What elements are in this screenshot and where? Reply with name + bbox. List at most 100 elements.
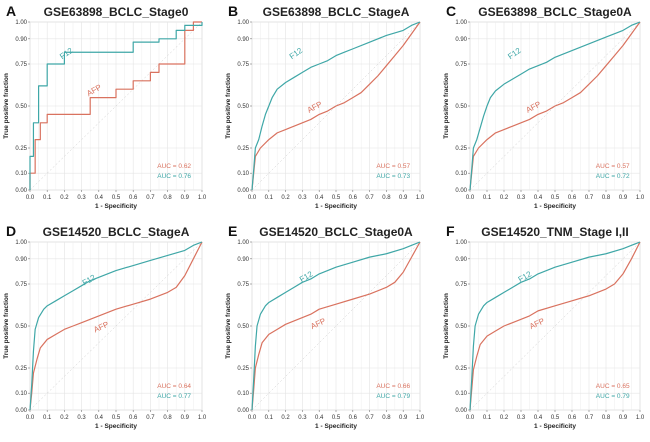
auc-annotation-f12: AUC = 0.79 [596,393,630,400]
auc-annotation-afp: AUC = 0.57 [376,163,410,170]
x-tick-label: 0.5 [551,195,560,201]
x-tick-label: 0.9 [181,195,190,201]
x-tick-label: 0.0 [248,415,257,421]
y-axis-label: True positive fraction [443,73,450,139]
y-axis-label: True positive fraction [443,293,450,359]
auc-annotation-f12: AUC = 0.77 [157,393,191,400]
x-tick-label: 0.3 [517,195,526,201]
panel-f: F GSE14520_TNM_Stage I,II 0.0 0.1 0.2 0.3 0.4 0… [443,223,645,430]
y-tick-label: 0.50 [15,324,27,330]
x-tick-label: 0.1 [483,415,492,421]
x-tick-label: 0.4 [315,195,324,201]
x-tick-label: 0.7 [585,195,594,201]
x-tick-label: 0.8 [382,195,391,201]
roc-curve-afp [29,21,202,190]
x-tick-label: 0.0 [248,195,257,201]
y-tick-label: 0.90 [455,37,467,43]
panel-c: C GSE63898_BCLC_Stage0A 0.0 0.1 0.2 0.3 0.4 0.5… [443,3,645,210]
y-tick-label: 0.90 [15,37,27,43]
x-axis-label: 1 - Specificity [315,203,357,210]
x-axis-label: 1 - Specificity [95,203,137,210]
auc-annotation-afp: AUC = 0.57 [596,163,630,170]
y-tick-label: 0.50 [455,104,467,110]
y-tick-label: 0.10 [15,171,27,177]
x-tick-label: 0.0 [466,415,475,421]
y-tick-label: 0.90 [237,257,249,263]
x-tick-label: 0.7 [365,415,374,421]
y-tick-label: 0.50 [15,104,27,110]
x-tick-label: 0.9 [181,415,190,421]
auc-annotation-f12: AUC = 0.72 [596,173,630,180]
x-tick-label: 0.7 [146,415,155,421]
x-tick-label: 0.5 [332,195,341,201]
grid [251,21,421,191]
chart-title: GSE63898_BCLC_Stage0A [478,5,632,19]
y-tick-label: 0.75 [15,62,27,68]
y-axis-label: True positive fraction [3,293,10,359]
chart-title: GSE14520_BCLC_StageA [43,225,190,239]
panel-e: E GSE14520_BCLC_Stage0A 0.0 0.1 0.2 0.3 0.4 0.5… [225,223,425,430]
y-tick-label: 0.90 [15,257,27,263]
y-tick-label: 0.75 [237,282,249,288]
grid [29,241,203,411]
x-tick-label: 0.1 [43,195,52,201]
x-tick-label: 0.1 [265,195,274,201]
x-axis-label: 1 - Specificity [534,203,576,210]
y-tick-label: 1.00 [237,20,249,26]
x-tick-label: 0.7 [585,415,594,421]
y-tick-label: 0.00 [237,188,249,194]
x-tick-label: 0.1 [43,415,52,421]
y-tick-label: 0.75 [455,62,467,68]
y-tick-label: 0.10 [237,171,249,177]
panel-letter: A [6,3,16,19]
roc-curve-afp [469,21,641,191]
chart-title: GSE14520_TNM_Stage I,II [481,225,628,239]
auc-annotation-afp: AUC = 0.62 [157,163,191,170]
grid [251,241,421,411]
x-tick-label: 0.5 [551,415,560,421]
y-axis-label: True positive fraction [225,73,232,139]
auc-annotation-afp: AUC = 0.65 [596,383,630,390]
x-tick-label: 0.2 [281,415,290,421]
x-tick-label: 0.1 [483,195,492,201]
x-tick-label: 0.0 [26,415,35,421]
roc-curve-f12 [469,21,641,191]
x-tick-label: 0.4 [315,415,324,421]
y-tick-label: 0.00 [15,188,27,194]
panel-letter: B [228,3,238,19]
y-tick-label: 1.00 [455,20,467,26]
x-tick-label: 0.6 [129,415,138,421]
x-tick-label: 0.6 [568,195,577,201]
x-tick-label: 1.0 [636,195,645,201]
roc-curve-afp [29,241,203,411]
y-tick-label: 0.00 [15,408,27,414]
x-axis-label: 1 - Specificity [95,423,137,430]
y-tick-label: 0.00 [455,188,467,194]
x-tick-label: 0.7 [365,195,374,201]
roc-curve-afp [251,21,421,191]
auc-annotation-f12: AUC = 0.79 [376,393,410,400]
x-tick-label: 0.4 [534,415,543,421]
chart-title: GSE63898_BCLC_StageA [263,5,410,19]
x-tick-label: 0.9 [399,195,408,201]
x-tick-label: 0.3 [77,415,86,421]
y-tick-label: 0.25 [455,146,467,152]
x-tick-label: 0.2 [60,195,69,201]
y-tick-label: 0.00 [237,408,249,414]
x-tick-label: 1.0 [198,415,207,421]
y-tick-label: 1.00 [15,20,27,26]
y-tick-label: 0.90 [455,257,467,263]
chart-title: GSE14520_BCLC_Stage0A [259,225,413,239]
y-tick-label: 0.10 [237,391,249,397]
x-tick-label: 0.3 [298,415,307,421]
y-tick-label: 0.50 [237,324,249,330]
auc-annotation-afp: AUC = 0.66 [376,383,410,390]
roc-curve-f12 [29,22,203,190]
y-axis-label: True positive fraction [3,73,10,139]
y-tick-label: 0.10 [15,391,27,397]
x-tick-label: 0.2 [500,415,509,421]
chart-title: GSE63898_BCLC_Stage0 [44,5,189,19]
